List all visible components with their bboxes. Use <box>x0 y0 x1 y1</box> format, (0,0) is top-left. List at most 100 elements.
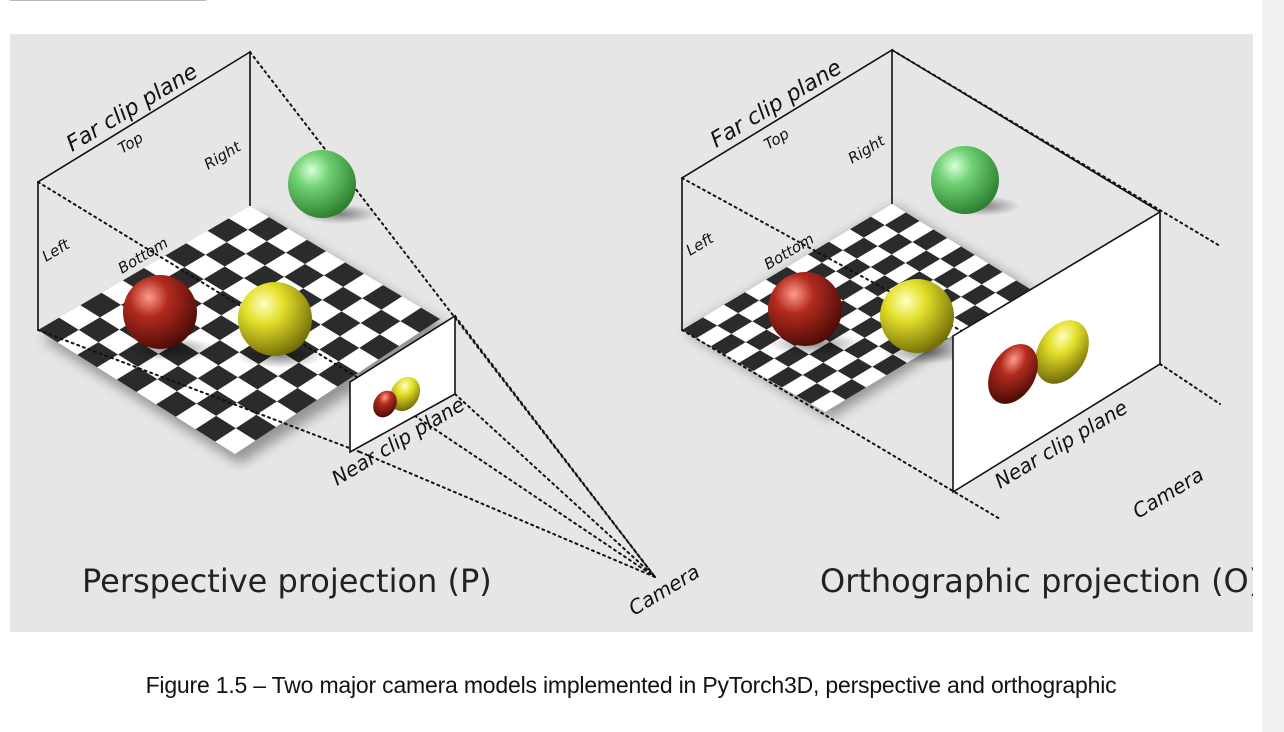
checker-tile <box>940 246 975 268</box>
checker-tile <box>788 354 824 375</box>
checker-tile <box>300 324 341 350</box>
checker-tile <box>782 375 817 396</box>
red-sphere <box>123 275 197 349</box>
checker-tile <box>266 228 307 253</box>
checker-tile <box>38 317 79 343</box>
checker-tile <box>338 347 379 373</box>
checker-tile <box>340 323 380 348</box>
checker-tile <box>856 246 892 267</box>
checker-tile <box>381 296 421 322</box>
yellow-sphere <box>880 279 954 353</box>
checker-tile <box>926 238 961 259</box>
checker-tile <box>851 366 887 388</box>
checker-tile <box>810 391 846 412</box>
checker-tile <box>995 280 1030 302</box>
checkerboard-floor <box>38 206 440 454</box>
checker-tile <box>165 243 206 268</box>
ray-line <box>681 329 1001 520</box>
right-label: Right <box>201 137 245 173</box>
ray-line <box>1159 363 1221 405</box>
checker-tile <box>178 353 219 379</box>
checker-tile <box>324 262 364 287</box>
checker-tile <box>817 370 852 392</box>
checker-tile <box>837 358 873 380</box>
checker-tile <box>78 317 120 343</box>
checker-tile <box>77 342 119 368</box>
checker-tile <box>731 321 767 343</box>
green-sphere <box>931 146 999 214</box>
perspective-title: Perspective projection (P) <box>82 562 492 600</box>
checker-tile <box>898 221 934 242</box>
checker-tile <box>223 278 264 303</box>
checker-tile <box>822 250 857 272</box>
checker-tile <box>157 366 198 392</box>
checker-tile <box>796 383 832 404</box>
checker-tile <box>682 317 718 339</box>
checker-tile <box>745 329 781 351</box>
frustum-line <box>359 451 656 578</box>
checker-tile <box>319 336 360 362</box>
orthographic-diagram: Far clip plane Top Right Left Bottom Nea… <box>681 48 1253 600</box>
checker-tile <box>184 254 225 280</box>
green-sphere <box>288 150 356 218</box>
checker-tile <box>205 242 246 267</box>
checker-tile <box>703 304 739 326</box>
checker-tile <box>298 349 339 375</box>
checker-tile <box>196 390 237 416</box>
checker-tile <box>318 361 358 387</box>
checker-tile <box>850 216 885 238</box>
checker-tile <box>877 233 913 255</box>
checker-tile <box>836 308 872 330</box>
checker-tile <box>843 237 878 259</box>
checker-tile <box>823 350 859 371</box>
checker-tile <box>217 377 258 403</box>
checker-tile <box>238 364 279 390</box>
checker-tile <box>947 275 982 297</box>
checker-tile <box>844 337 879 359</box>
checker-tile <box>864 275 899 297</box>
checker-tile <box>843 287 878 309</box>
checker-tile <box>766 267 801 288</box>
checker-tile <box>739 350 775 371</box>
frustum-line <box>454 393 656 578</box>
checker-tile <box>863 225 899 247</box>
orthographic-title: Orthographic projection (O) <box>820 562 1253 600</box>
scrollbar[interactable] <box>1262 0 1284 732</box>
checker-tile <box>745 279 781 301</box>
checker-tile <box>717 313 753 334</box>
checker-tile <box>738 300 774 322</box>
checker-tile <box>954 305 989 326</box>
checker-tile <box>228 206 269 230</box>
checker-tile <box>975 292 1010 314</box>
checker-tile <box>870 254 906 276</box>
checker-tile <box>400 307 440 333</box>
left-label: Left <box>39 235 74 266</box>
checker-tile <box>59 305 100 330</box>
checker-tile <box>224 253 265 279</box>
checker-tile <box>57 329 99 355</box>
checker-tile <box>203 266 244 291</box>
checker-tile <box>244 265 285 290</box>
checker-tile <box>247 217 288 242</box>
projected-yellow-sphere <box>389 376 421 412</box>
checker-tile <box>156 391 197 417</box>
yellow-sphere <box>238 282 312 356</box>
checker-tile <box>753 358 789 380</box>
checker-tile <box>891 242 927 263</box>
checker-tile <box>284 264 325 289</box>
top-divider <box>10 0 206 1</box>
checker-tile <box>981 272 1017 293</box>
frustum-line <box>37 181 361 380</box>
far-box-back <box>37 50 251 330</box>
checker-tile <box>724 342 760 363</box>
checker-tile <box>831 379 866 400</box>
checker-tile <box>767 366 803 388</box>
checker-tile <box>359 334 399 360</box>
checker-tile <box>710 333 746 355</box>
checker-tile <box>278 362 319 388</box>
checker-tile <box>195 415 236 442</box>
checker-tile <box>226 229 267 254</box>
projected-red-sphere <box>988 344 1038 404</box>
checker-tile <box>97 354 138 380</box>
checker-tile <box>322 286 363 312</box>
